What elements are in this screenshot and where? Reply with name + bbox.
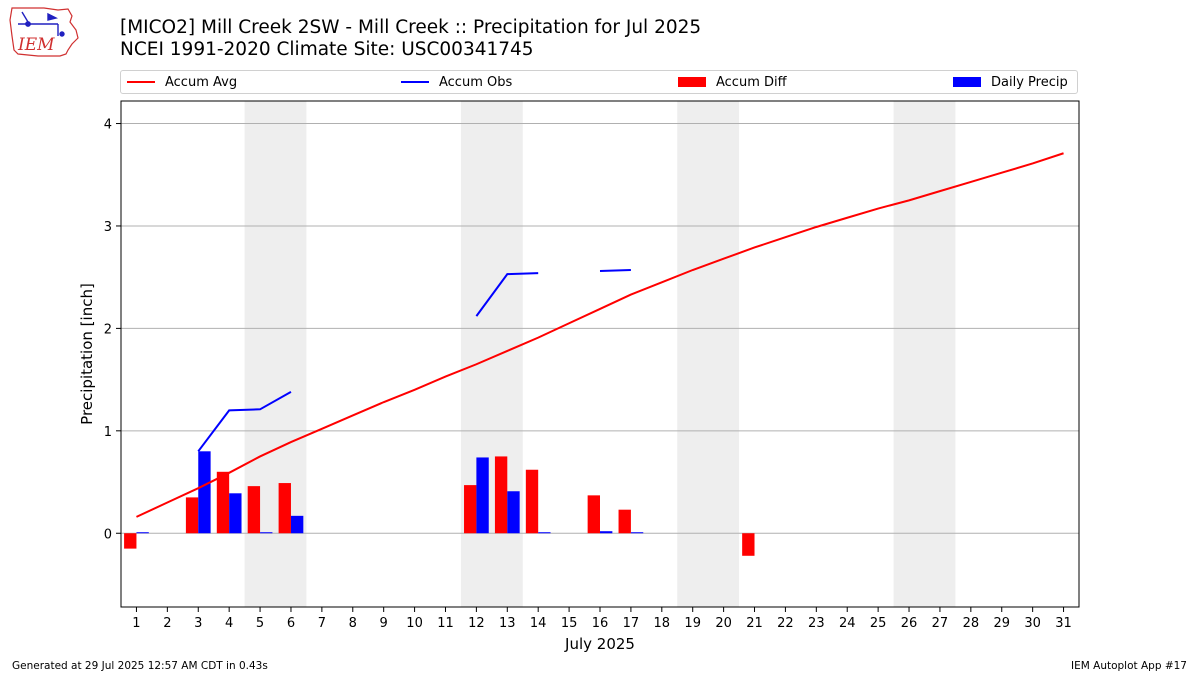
- x-tick-label-2: 2: [163, 616, 171, 631]
- x-tick-label-13: 13: [499, 616, 516, 631]
- accum-diff-bar-day-21: [742, 533, 755, 556]
- x-tick-label-8: 8: [349, 616, 357, 631]
- daily-precip-bar-day-16: [600, 531, 613, 534]
- x-tick-label-16: 16: [592, 616, 609, 631]
- legend-label-accum-avg: Accum Avg: [165, 74, 238, 90]
- x-tick-label-9: 9: [380, 616, 388, 631]
- y-tick-label-2: 2: [104, 322, 112, 337]
- accum-diff-bar-day-6: [278, 483, 291, 534]
- x-tick-label-23: 23: [808, 616, 825, 631]
- legend: Accum Avg Accum Obs Accum Diff Daily Pre…: [120, 70, 1078, 94]
- y-tick-label-3: 3: [104, 220, 112, 235]
- x-tick-label-11: 11: [437, 616, 454, 631]
- footer-app: IEM Autoplot App #17: [1071, 660, 1187, 672]
- legend-accum-avg: Accum Avg: [127, 74, 237, 90]
- x-tick-label-1: 1: [132, 616, 140, 631]
- iem-logo-icon: IEM: [9, 7, 79, 57]
- accum-diff-bar-day-3: [185, 497, 199, 534]
- x-tick-label-31: 31: [1055, 616, 1072, 631]
- daily-precip-bar-day-13: [507, 491, 520, 534]
- y-axis-ticks: 0 1 2 3 4: [104, 118, 121, 542]
- x-tick-label-12: 12: [468, 616, 485, 631]
- daily-precip-bar-day-3: [198, 451, 211, 534]
- x-tick-label-15: 15: [561, 616, 578, 631]
- accum-diff-bar-day-5: [247, 486, 261, 534]
- legend-swatch-accum-obs: [401, 81, 429, 83]
- accum-avg-line-segment-1: [136, 152, 1064, 518]
- x-tick-label-10: 10: [406, 616, 423, 631]
- accum-diff-bar-day-1: [124, 533, 137, 549]
- x-axis-ticks: 1 2 3 4 5 6 7 8 9 10 11 12 13 14 15 16 17 18 19 20 21 22 23 24 2…: [132, 607, 1072, 631]
- y-tick-label-4: 4: [104, 118, 112, 133]
- accum-diff-bar-day-13: [494, 456, 508, 534]
- accum-diff-bar-day-16: [587, 495, 600, 534]
- weekend-band-3: [677, 101, 740, 607]
- accum-diff-bar-day-12: [464, 485, 477, 534]
- accum-obs-line-segment-1: [197, 391, 292, 452]
- series-lines: [136, 152, 1064, 518]
- x-tick-label-7: 7: [318, 616, 326, 631]
- legend-swatch-accum-diff: [678, 77, 706, 87]
- daily-precip-bar-day-5: [260, 532, 273, 534]
- daily-precip-bar-day-1: [136, 532, 149, 534]
- daily-precip-bar-day-4: [229, 493, 242, 534]
- accum-diff-bar-day-17: [618, 509, 631, 534]
- logo-text: IEM: [17, 35, 55, 55]
- legend-accum-obs: Accum Obs: [401, 74, 512, 90]
- legend-daily-precip: Daily Precip: [953, 74, 1068, 90]
- legend-swatch-accum-avg: [127, 81, 155, 83]
- x-tick-label-19: 19: [684, 616, 701, 631]
- bars: [124, 451, 755, 556]
- y-axis-label: Precipitation [inch]: [78, 283, 96, 425]
- x-tick-label-20: 20: [715, 616, 732, 631]
- accum-obs-line-segment-3: [599, 269, 631, 273]
- x-tick-label-4: 4: [225, 616, 233, 631]
- accum-diff-bar-day-4: [216, 471, 230, 534]
- x-tick-label-26: 26: [901, 616, 918, 631]
- daily-precip-bar-day-17: [630, 532, 644, 534]
- weekend-band-4: [893, 101, 956, 607]
- footer-generated: Generated at 29 Jul 2025 12:57 AM CDT in…: [12, 660, 268, 672]
- y-tick-label-1: 1: [104, 425, 112, 440]
- x-tick-label-27: 27: [932, 616, 949, 631]
- x-tick-label-6: 6: [287, 616, 295, 631]
- legend-label-accum-obs: Accum Obs: [439, 74, 513, 90]
- x-tick-label-21: 21: [746, 616, 763, 631]
- legend-accum-diff: Accum Diff: [678, 74, 787, 90]
- x-axis-label: July 2025: [564, 635, 635, 653]
- chart-subtitle: NCEI 1991-2020 Climate Site: USC00341745: [120, 39, 534, 60]
- x-tick-label-22: 22: [777, 616, 794, 631]
- x-tick-label-14: 14: [530, 616, 547, 631]
- legend-label-daily-precip: Daily Precip: [991, 74, 1068, 90]
- x-tick-label-18: 18: [654, 616, 671, 631]
- x-tick-label-24: 24: [839, 616, 856, 631]
- daily-precip-bar-day-14: [538, 532, 551, 534]
- x-tick-label-5: 5: [256, 616, 264, 631]
- daily-precip-bar-day-6: [290, 515, 304, 534]
- x-tick-label-30: 30: [1024, 616, 1041, 631]
- accum-obs-line-segment-2: [475, 272, 539, 317]
- x-tick-label-3: 3: [194, 616, 202, 631]
- x-tick-label-28: 28: [963, 616, 980, 631]
- x-tick-label-29: 29: [993, 616, 1010, 631]
- x-tick-label-25: 25: [870, 616, 887, 631]
- legend-label-accum-diff: Accum Diff: [716, 74, 787, 90]
- y-tick-label-0: 0: [104, 527, 112, 542]
- legend-swatch-daily-precip: [953, 77, 981, 87]
- chart-title: [MICO2] Mill Creek 2SW - Mill Creek :: P…: [120, 17, 702, 38]
- daily-precip-bar-day-12: [476, 457, 489, 534]
- x-tick-label-17: 17: [623, 616, 640, 631]
- accum-diff-bar-day-14: [525, 469, 539, 534]
